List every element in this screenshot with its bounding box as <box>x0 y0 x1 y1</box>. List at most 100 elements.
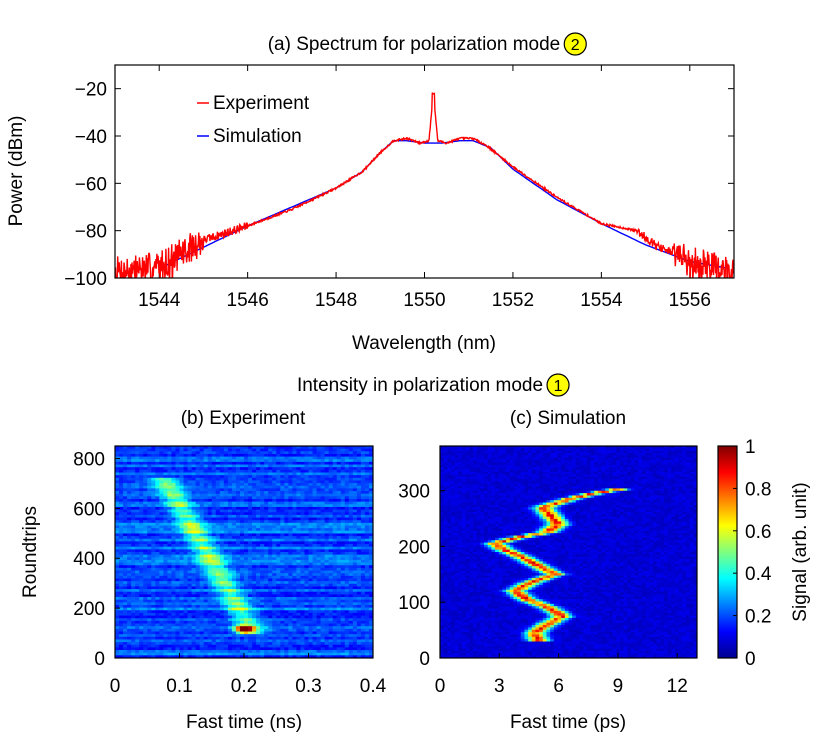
heatmap-cell <box>368 552 373 556</box>
heatmap-cell <box>340 594 346 598</box>
heatmap-cell <box>115 650 120 654</box>
heatmap-cell <box>207 607 213 611</box>
heatmap-cell <box>235 446 241 450</box>
heatmap-cell <box>123 464 128 468</box>
heatmap-cell <box>368 499 373 503</box>
heatmap-cell <box>171 517 176 521</box>
heatmap-cell <box>171 546 176 550</box>
heatmap-cell <box>324 480 330 484</box>
heatmap-cell <box>191 634 197 638</box>
heatmap-cell <box>123 480 128 484</box>
heatmap-cell <box>131 464 136 468</box>
heatmap-cell <box>356 509 362 513</box>
heatmap-cell <box>227 589 233 593</box>
heatmap-cell <box>175 610 180 614</box>
heatmap-cell <box>264 573 269 577</box>
heatmap-cell <box>288 509 293 513</box>
heatmap-cell <box>288 506 293 510</box>
heatmap-cell <box>268 639 273 643</box>
heatmap-cell <box>127 562 132 566</box>
heatmap-cell <box>268 485 273 489</box>
heatmap-cell <box>187 615 192 619</box>
heatmap-cell <box>143 610 148 614</box>
heatmap-cell <box>235 448 241 452</box>
heatmap-cell <box>292 483 297 487</box>
heatmap-cell <box>320 453 326 457</box>
heatmap-cell <box>340 451 346 455</box>
heatmap-cell <box>239 552 245 556</box>
heatmap-cell <box>264 581 269 585</box>
heatmap-cell <box>336 626 342 630</box>
heatmap-cell <box>360 565 366 569</box>
heatmap-cell <box>304 578 309 582</box>
heatmap-cell <box>227 618 233 622</box>
heatmap-cell <box>260 599 265 603</box>
heatmap-cell <box>187 552 192 556</box>
heatmap-cell <box>191 469 197 473</box>
heatmap-cell <box>151 522 156 526</box>
heatmap-cell <box>308 591 313 595</box>
heatmap-cell <box>336 615 342 619</box>
heatmap-cell <box>151 623 156 627</box>
heatmap-cell <box>300 501 305 505</box>
heatmap-cell <box>316 618 321 622</box>
heatmap-cell <box>304 448 309 452</box>
heatmap-cell <box>244 491 249 495</box>
heatmap-cell <box>159 647 164 651</box>
heatmap-cell <box>135 477 140 481</box>
heatmap-cell <box>360 536 366 540</box>
heatmap-cell <box>227 615 233 619</box>
heatmap-cell <box>167 639 172 643</box>
heatmap-cell <box>284 597 289 601</box>
heatmap-cell <box>368 480 373 484</box>
heatmap-cell <box>268 480 273 484</box>
heatmap-cell <box>248 520 253 524</box>
heatmap-cell <box>163 618 168 622</box>
heatmap-cell <box>352 634 358 638</box>
heatmap-cell <box>320 634 326 638</box>
heatmap-cell <box>175 565 180 569</box>
heatmap-cell <box>123 499 128 503</box>
heatmap-cell <box>235 504 241 508</box>
heatmap-cell <box>151 586 156 590</box>
heatmap-cell <box>292 610 297 614</box>
heatmap-cell <box>292 491 297 495</box>
heatmap-cell <box>252 581 257 585</box>
spectrum-x-tick-label: 1548 <box>315 290 357 311</box>
heatmap-cell <box>219 467 225 471</box>
heatmap-cell <box>304 467 309 471</box>
heatmap-cell <box>219 456 225 460</box>
heatmap-cell <box>336 573 342 577</box>
heatmap-cell <box>332 506 338 510</box>
heatmap-cell <box>264 493 269 497</box>
heatmap-cell <box>171 538 176 542</box>
heatmap-cell <box>300 554 305 558</box>
heatmap-cell <box>256 615 261 619</box>
heatmap-cell <box>324 565 330 569</box>
heatmap-cell <box>215 485 221 489</box>
heatmap-cell <box>288 607 293 611</box>
heatmap-cell <box>191 501 197 505</box>
heatmap-cell <box>324 644 330 648</box>
heatmap-cell <box>175 538 180 542</box>
heatmap-cell <box>348 541 354 545</box>
heatmap-cell <box>139 589 144 593</box>
heatmap-cell <box>260 453 265 457</box>
heatmap-cell <box>135 552 140 556</box>
heatmap-cell <box>115 567 120 571</box>
heatmap-cell <box>179 512 184 516</box>
heatmap-cell <box>296 612 301 616</box>
heatmap-cell <box>199 501 205 505</box>
heatmap-cell <box>244 461 249 465</box>
heatmap-cell <box>284 599 289 603</box>
heatmap-cell <box>219 533 225 537</box>
heatmap-cell <box>239 509 245 513</box>
heatmap-cell <box>352 620 358 624</box>
heatmap-cell <box>320 626 326 630</box>
heatmap-cell <box>127 517 132 521</box>
heatmap-cell <box>328 647 334 651</box>
heatmap-cell <box>260 602 265 606</box>
heatmap-cell <box>139 512 144 516</box>
heatmap-cell <box>131 448 136 452</box>
heatmap-cell <box>215 552 221 556</box>
